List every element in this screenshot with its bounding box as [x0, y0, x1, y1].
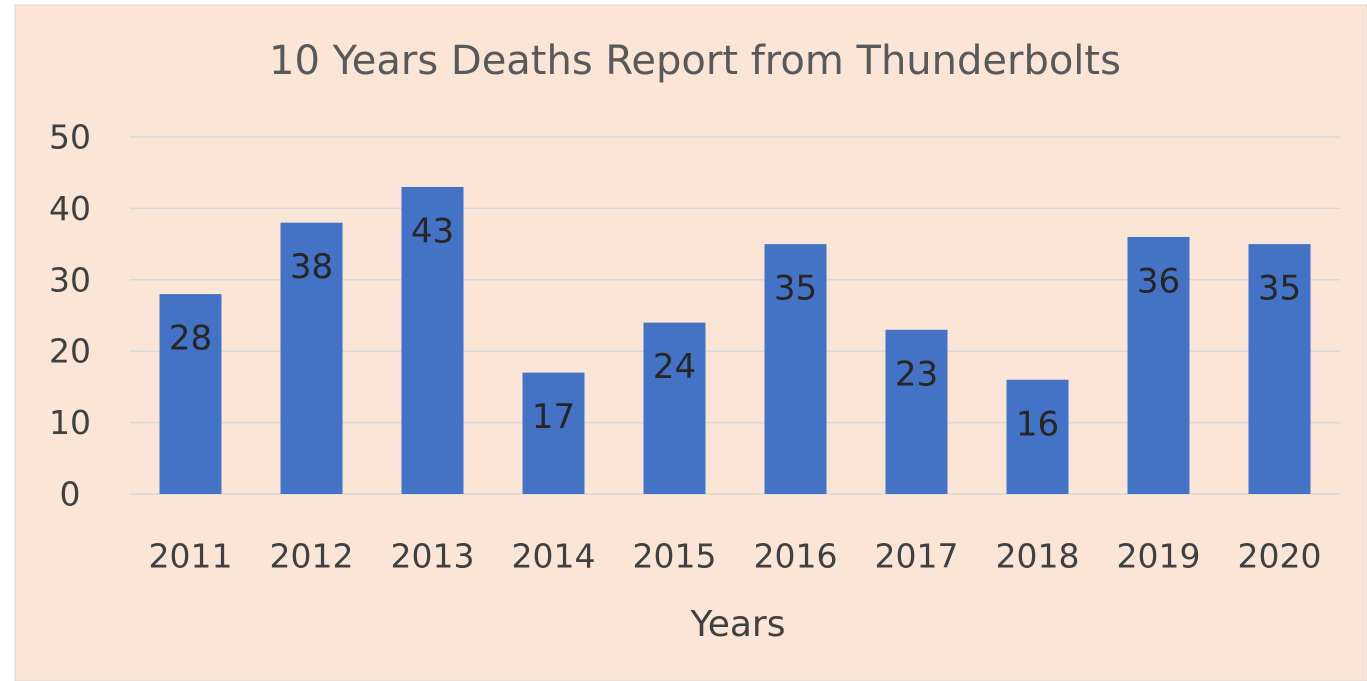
value-label: 17: [532, 397, 575, 437]
bar: [885, 329, 948, 494]
bar: [643, 322, 706, 494]
bar: [1006, 379, 1069, 494]
bar: [401, 186, 464, 495]
x-tick-label: 2014: [512, 537, 596, 576]
x-tick-label: 2019: [1117, 537, 1201, 576]
value-label: 35: [1258, 269, 1301, 309]
x-axis-title: Years: [690, 604, 786, 645]
value-label: 35: [774, 269, 817, 309]
chart-title: 10 Years Deaths Report from Thunderbolts: [269, 38, 1121, 84]
x-tick-label: 2011: [149, 537, 233, 576]
value-label: 24: [653, 347, 696, 387]
y-tick-label: 0: [60, 475, 81, 514]
x-tick-label: 2012: [270, 537, 354, 576]
value-label: 16: [1016, 404, 1059, 444]
x-tick-label: 2020: [1238, 537, 1322, 576]
y-tick-label: 40: [49, 189, 91, 228]
value-label: 23: [895, 354, 938, 394]
x-tick-label: 2018: [996, 537, 1080, 576]
y-tick-label: 10: [49, 403, 91, 442]
x-tick-label: 2015: [633, 537, 717, 576]
x-tick-label: 2017: [875, 537, 959, 576]
bar: [522, 372, 585, 494]
bar: [1127, 236, 1190, 494]
bar: [159, 294, 222, 494]
value-label: 38: [290, 247, 333, 287]
y-tick-label: 20: [49, 332, 91, 371]
bar: [280, 222, 343, 494]
bar: [1248, 244, 1311, 494]
value-label: 36: [1137, 261, 1180, 301]
x-tick-label: 2016: [754, 537, 838, 576]
x-tick-label: 2013: [391, 537, 475, 576]
y-tick-label: 50: [49, 118, 91, 157]
value-label: 43: [411, 211, 454, 251]
value-label: 28: [169, 319, 212, 359]
y-tick-label: 30: [49, 260, 91, 299]
bar: [764, 244, 827, 494]
